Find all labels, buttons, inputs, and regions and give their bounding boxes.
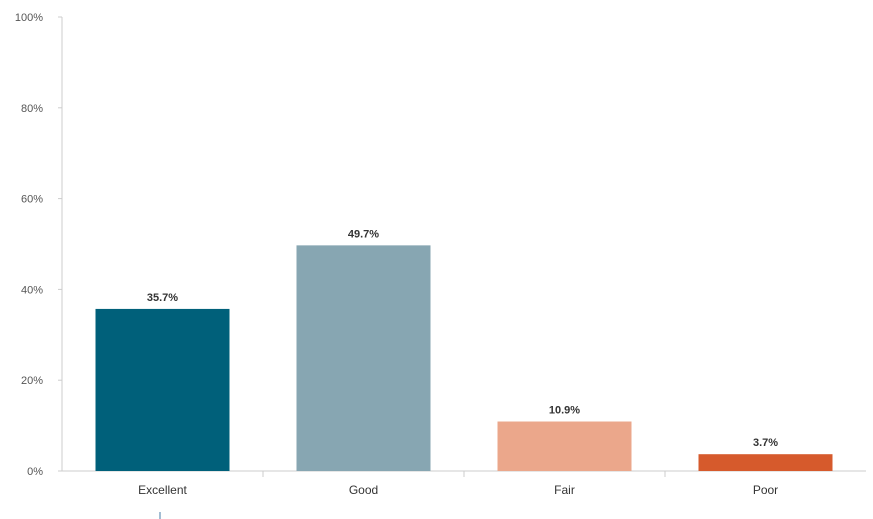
y-tick-label: 0%: [27, 466, 43, 478]
data-label: 35.7%: [147, 292, 178, 304]
bar: [296, 245, 431, 471]
category-label: Good: [349, 483, 378, 497]
data-label: 3.7%: [753, 437, 778, 449]
category-label: Poor: [753, 483, 778, 497]
x-axis-category-dividers: [262, 471, 666, 477]
data-label: 49.7%: [348, 228, 379, 240]
category-label: Excellent: [138, 483, 187, 497]
category-label: Fair: [554, 483, 575, 497]
data-labels-group: 35.7% 49.7% 10.9% 3.7%: [147, 228, 778, 449]
bars-group: [95, 245, 833, 471]
bar: [698, 454, 833, 471]
bar: [497, 421, 632, 471]
data-label: 10.9%: [549, 405, 580, 417]
y-tick-label: 80%: [21, 103, 43, 115]
y-tick-label: 20%: [21, 375, 43, 387]
y-tick-label: 40%: [21, 284, 43, 296]
bar: [95, 308, 230, 471]
y-axis-ticks: 0% 20% 40% 60% 80% 100%: [15, 12, 62, 478]
y-tick-label: 100%: [15, 12, 43, 24]
category-labels-group: Excellent Good Fair Poor: [138, 483, 778, 497]
y-tick-label: 60%: [21, 194, 43, 206]
